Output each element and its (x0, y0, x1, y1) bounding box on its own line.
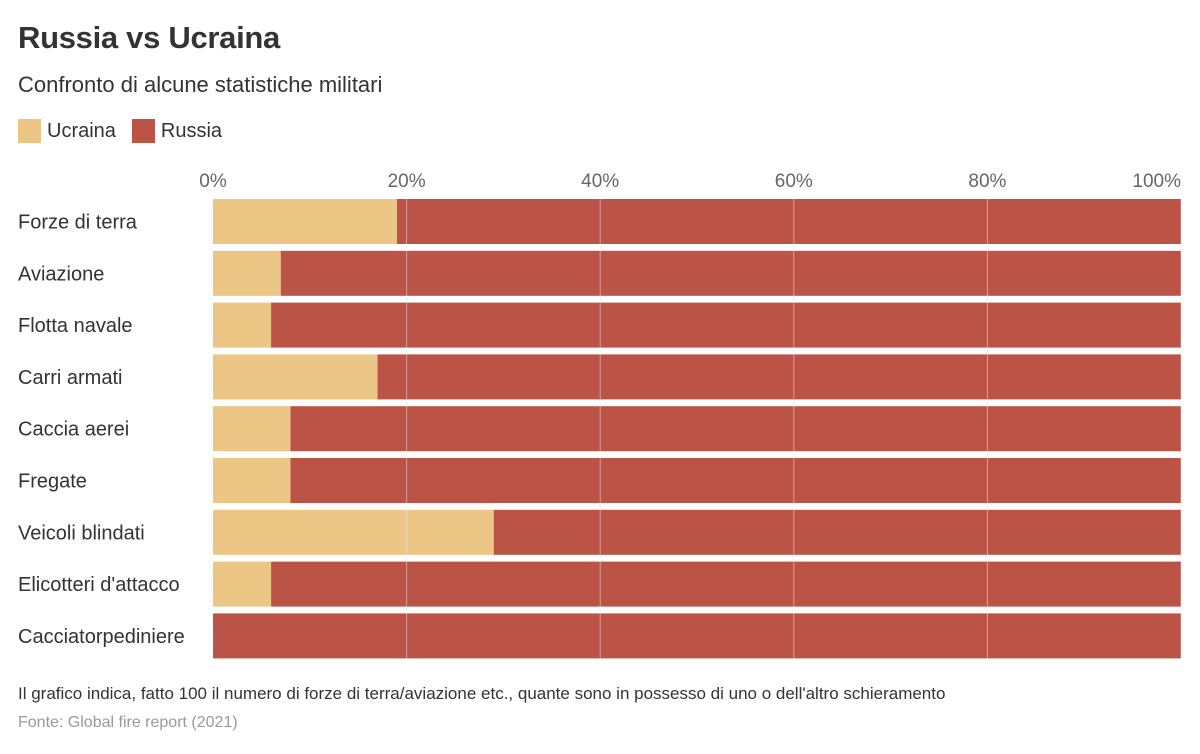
legend-item-russia[interactable]: Russia (131, 119, 223, 143)
bar-ucraina-elicotteri-d-attacco (213, 561, 272, 607)
category-label-forze-di-terra: Forze di terra (18, 212, 138, 234)
x-tick-label-0: 0% (199, 171, 227, 192)
chart-subtitle: Confronto di alcune statistiche militari (18, 72, 383, 97)
bar-ucraina-caccia-aerei (213, 406, 291, 452)
bar-ucraina-forze-di-terra (213, 199, 397, 244)
category-label-flotta-navale: Flotta navale (18, 315, 133, 337)
legend: Ucraina Russia (18, 119, 238, 143)
bar-russia-elicotteri-d-attacco (271, 561, 1182, 607)
x-tick-label-60: 60% (775, 171, 813, 192)
bar-russia-forze-di-terra (396, 199, 1181, 244)
legend-swatch-russia (131, 119, 155, 143)
category-label-aviazione: Aviazione (18, 263, 104, 285)
bar-russia-carri-armati (377, 354, 1181, 400)
legend-label-ucraina: Ucraina (47, 119, 116, 142)
bar-russia-cacciatorpediniere (213, 613, 1181, 659)
x-tick-label-40: 40% (581, 171, 619, 192)
x-tick-label-100: 100% (1132, 171, 1181, 192)
chart-title: Russia vs Ucraina (18, 20, 280, 55)
bar-ucraina-fregate (213, 458, 291, 503)
category-label-fregate: Fregate (18, 471, 87, 493)
chart-note: Il grafico indica, fatto 100 il numero d… (18, 684, 946, 703)
x-tick-label-80: 80% (968, 171, 1006, 192)
bar-ucraina-veicoli-blindati (213, 509, 494, 555)
bar-ucraina-carri-armati (213, 354, 378, 400)
bar-russia-veicoli-blindati (493, 509, 1182, 555)
bar-russia-flotta-navale (271, 302, 1182, 348)
legend-item-ucraina[interactable]: Ucraina (18, 119, 116, 143)
bar-ucraina-aviazione (213, 250, 281, 296)
bar-ucraina-flotta-navale (213, 302, 272, 348)
category-label-carri-armati: Carri armati (18, 367, 122, 389)
bar-chart: Forze di terra Aviazione Flotta navale Carr… (18, 171, 1182, 659)
bar-russia-fregate (290, 458, 1181, 503)
legend-label-russia: Russia (160, 119, 223, 142)
category-label-cacciatorpediniere: Cacciatorpediniere (18, 626, 185, 648)
chart-source: Fonte: Global fire report (2021) (18, 714, 238, 731)
bar-russia-aviazione (280, 250, 1181, 296)
x-tick-label-20: 20% (388, 171, 426, 192)
bar-russia-caccia-aerei (290, 406, 1181, 452)
category-label-veicoli-blindati: Veicoli blindati (18, 522, 145, 544)
category-label-caccia-aerei: Caccia aerei (18, 419, 129, 441)
legend-swatch-ucraina (18, 119, 41, 143)
category-label-elicotteri-d-attacco: Elicotteri d'attacco (18, 574, 180, 596)
